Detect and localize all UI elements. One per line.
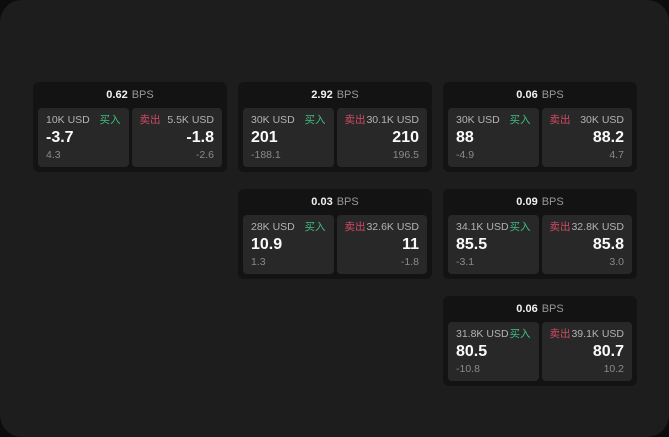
quote-card: 0.03 BPS 28K USD 买入 10.9 1.3 卖出 32.6K US… — [238, 189, 432, 279]
buy-amount: 28K USD — [251, 221, 295, 233]
buy-price: 88 — [456, 129, 474, 146]
buy-label: 买入 — [304, 221, 326, 233]
buy-panel[interactable]: 10K USD 买入 -3.7 4.3 — [38, 108, 129, 167]
buy-price: 10.9 — [251, 236, 283, 253]
sell-panel[interactable]: 卖出 32.6K USD 11 -1.8 — [336, 215, 427, 274]
buy-panel[interactable]: 28K USD 买入 10.9 1.3 — [243, 215, 334, 274]
sell-panel[interactable]: 卖出 30.1K USD 210 196.5 — [336, 108, 427, 167]
quote-card: 0.62 BPS 10K USD 买入 -3.7 4.3 卖出 5.5K USD… — [33, 82, 227, 172]
quote-card: 0.09 BPS 34.1K USD 买入 85.5 -3.1 卖出 32.8K… — [443, 189, 637, 279]
sell-price: 210 — [392, 129, 419, 146]
buy-delta: -10.8 — [456, 363, 480, 375]
sell-delta: -1.8 — [400, 256, 419, 268]
bps-header: 0.06 BPS — [443, 296, 637, 322]
sell-price: 11 — [402, 236, 419, 253]
bps-unit-label: BPS — [541, 303, 564, 315]
sell-panel[interactable]: 卖出 32.8K USD 85.8 3.0 — [541, 215, 632, 274]
bps-unit-label: BPS — [541, 196, 564, 208]
bps-unit-label: BPS — [541, 89, 564, 101]
buy-label: 买入 — [99, 114, 121, 126]
quote-card: 0.06 BPS 30K USD 买入 88 -4.9 卖出 30K USD 8… — [443, 82, 637, 172]
bps-value: 0.62 — [106, 89, 128, 101]
sell-label: 卖出 — [139, 114, 161, 126]
bps-unit-label: BPS — [336, 89, 359, 101]
sell-label: 卖出 — [344, 221, 366, 233]
bps-header: 0.62 BPS — [33, 82, 227, 108]
sell-amount: 5.5K USD — [167, 114, 214, 126]
buy-panel[interactable]: 30K USD 买入 201 -188.1 — [243, 108, 334, 167]
buy-amount: 31.8K USD — [456, 328, 509, 340]
buy-delta: 1.3 — [251, 256, 266, 268]
bps-unit-label: BPS — [336, 196, 359, 208]
buy-price: 201 — [251, 129, 278, 146]
buy-price: 80.5 — [456, 343, 488, 360]
buy-delta: 4.3 — [46, 149, 61, 161]
sell-price: 85.8 — [592, 236, 624, 253]
buy-price: -3.7 — [46, 129, 74, 146]
sell-label: 卖出 — [549, 114, 571, 126]
bps-value: 0.06 — [516, 303, 538, 315]
bps-header: 0.09 BPS — [443, 189, 637, 215]
sell-panel[interactable]: 卖出 30K USD 88.2 4.7 — [541, 108, 632, 167]
buy-label: 买入 — [304, 114, 326, 126]
buy-delta: -4.9 — [456, 149, 475, 161]
buy-amount: 30K USD — [456, 114, 500, 126]
sell-label: 卖出 — [549, 328, 571, 340]
buy-panel[interactable]: 34.1K USD 买入 85.5 -3.1 — [448, 215, 539, 274]
bps-value: 0.06 — [516, 89, 538, 101]
sell-amount: 30.1K USD — [366, 114, 419, 126]
quote-card: 0.06 BPS 31.8K USD 买入 80.5 -10.8 卖出 39.1… — [443, 296, 637, 386]
bps-value: 0.03 — [311, 196, 333, 208]
sell-price: 80.7 — [592, 343, 624, 360]
sell-label: 卖出 — [344, 114, 366, 126]
sell-amount: 39.1K USD — [571, 328, 624, 340]
buy-panel[interactable]: 31.8K USD 买入 80.5 -10.8 — [448, 322, 539, 381]
sell-amount: 30K USD — [580, 114, 624, 126]
quote-card: 2.92 BPS 30K USD 买入 201 -188.1 卖出 30.1K … — [238, 82, 432, 172]
sell-delta: 3.0 — [609, 256, 624, 268]
sell-price: -1.8 — [186, 129, 214, 146]
buy-amount: 10K USD — [46, 114, 90, 126]
sell-delta: -2.6 — [195, 149, 214, 161]
bps-value: 0.09 — [516, 196, 538, 208]
buy-panel[interactable]: 30K USD 买入 88 -4.9 — [448, 108, 539, 167]
bps-header: 2.92 BPS — [238, 82, 432, 108]
sell-delta: 196.5 — [392, 149, 419, 161]
buy-amount: 34.1K USD — [456, 221, 509, 233]
sell-label: 卖出 — [549, 221, 571, 233]
buy-label: 买入 — [509, 114, 531, 126]
buy-delta: -188.1 — [251, 149, 281, 161]
bps-unit-label: BPS — [131, 89, 154, 101]
bps-header: 0.03 BPS — [238, 189, 432, 215]
buy-label: 买入 — [509, 328, 531, 340]
bps-value: 2.92 — [311, 89, 333, 101]
sell-price: 88.2 — [592, 129, 624, 146]
buy-price: 85.5 — [456, 236, 488, 253]
sell-delta: 4.7 — [609, 149, 624, 161]
sell-delta: 10.2 — [603, 363, 624, 375]
buy-amount: 30K USD — [251, 114, 295, 126]
sell-panel[interactable]: 卖出 5.5K USD -1.8 -2.6 — [131, 108, 222, 167]
buy-label: 买入 — [509, 221, 531, 233]
sell-panel[interactable]: 卖出 39.1K USD 80.7 10.2 — [541, 322, 632, 381]
sell-amount: 32.6K USD — [366, 221, 419, 233]
buy-delta: -3.1 — [456, 256, 475, 268]
bps-header: 0.06 BPS — [443, 82, 637, 108]
sell-amount: 32.8K USD — [571, 221, 624, 233]
